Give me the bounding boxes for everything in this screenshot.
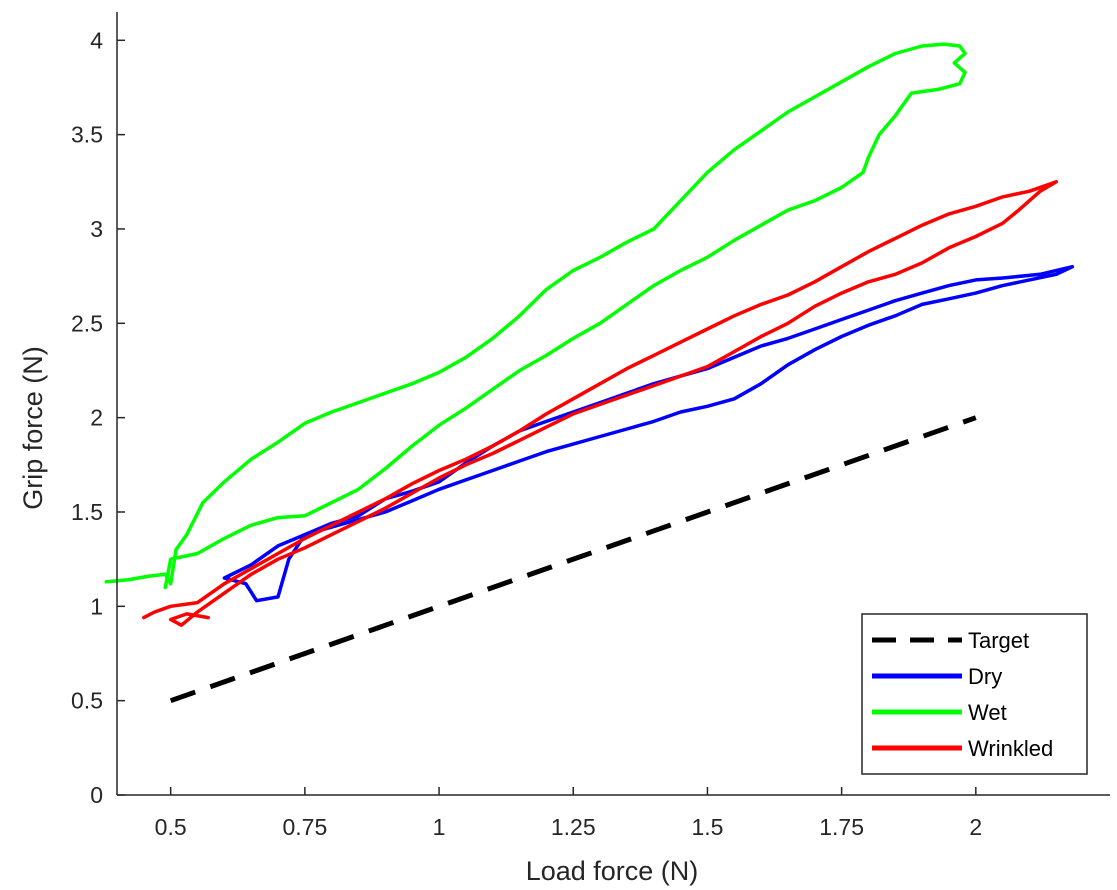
axes-layer — [116, 12, 1110, 796]
legend-label-dry: Dry — [968, 664, 1002, 689]
y-tick-label: 2 — [90, 405, 103, 431]
series-line-wrinkled — [142, 180, 1059, 627]
legend-label-wet: Wet — [968, 700, 1007, 725]
series-line-target — [169, 415, 977, 704]
y-tick-label: 2.5 — [71, 310, 103, 336]
y-tick-label: 1.5 — [71, 499, 103, 525]
x-tick-label: 0.75 — [282, 814, 327, 840]
y-tick-label: 1 — [90, 593, 103, 619]
x-tick-label: 1.25 — [551, 814, 596, 840]
ticks-layer: 0.5 0.75 1 1.25 1.5 1.75 2 0 0.5 1 1.5 2 2.5 3 3.5 4 — [71, 27, 982, 840]
series-layer — [104, 42, 1075, 704]
x-axis-title: Load force (N) — [526, 856, 699, 886]
y-tick-label: 3.5 — [71, 122, 103, 148]
x-tick-label: 0.5 — [155, 814, 187, 840]
y-tick-label: 0 — [90, 782, 103, 808]
y-axis-title: Grip force (N) — [18, 346, 48, 510]
y-tick-label: 4 — [90, 27, 103, 53]
legend-label-target: Target — [968, 628, 1029, 653]
series-line-wet — [104, 42, 967, 590]
x-tick-label: 1 — [433, 814, 446, 840]
x-tick-label: 1.75 — [819, 814, 864, 840]
y-tick-label: 3 — [90, 216, 103, 242]
legend-label-wrinkled: Wrinkled — [968, 736, 1053, 761]
x-tick-label: 2 — [969, 814, 982, 840]
legend: Target Dry Wet Wrinkled — [861, 613, 1088, 775]
y-tick-label: 0.5 — [71, 688, 103, 714]
x-tick-label: 1.5 — [691, 814, 723, 840]
